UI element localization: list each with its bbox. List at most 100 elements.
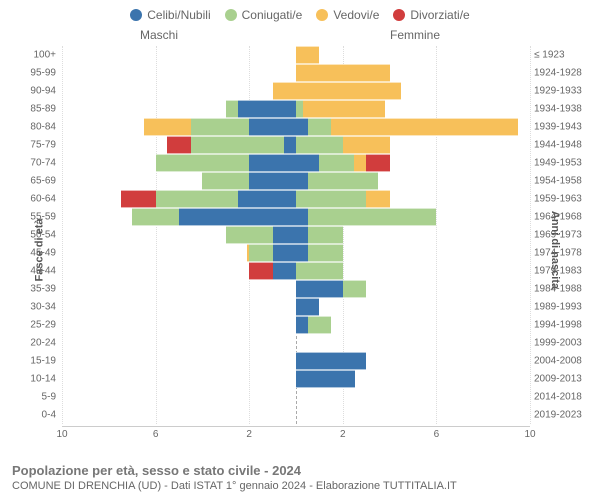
segment-con <box>308 226 343 244</box>
segment-cel <box>296 244 308 262</box>
birth-year-label: 2009-2013 <box>534 374 594 385</box>
age-label: 80-84 <box>14 122 56 133</box>
female-bar <box>296 208 530 226</box>
legend-label: Celibi/Nubili <box>147 8 210 22</box>
chart-title: Popolazione per età, sesso e stato civil… <box>12 463 457 478</box>
male-bar <box>62 82 296 100</box>
birth-year-label: 1924-1928 <box>534 68 594 79</box>
segment-cel <box>296 118 308 136</box>
female-bar <box>296 136 530 154</box>
segment-cel <box>249 154 296 172</box>
segment-ved <box>354 154 366 172</box>
segment-con <box>296 262 343 280</box>
x-axis: 10622610 <box>62 426 530 440</box>
birth-year-label: 1989-1993 <box>534 302 594 313</box>
age-label: 10-14 <box>14 374 56 385</box>
age-label: 20-24 <box>14 338 56 349</box>
female-bar <box>296 46 530 64</box>
male-bar <box>62 406 296 424</box>
segment-cel <box>284 136 296 154</box>
x-tick: 10 <box>56 429 67 440</box>
male-bar <box>62 334 296 352</box>
legend-dot-icon <box>225 9 237 21</box>
segment-cel <box>296 172 308 190</box>
female-bar <box>296 172 530 190</box>
male-bar <box>62 298 296 316</box>
segment-con <box>343 280 366 298</box>
age-row: 80-841939-1943 <box>62 118 530 136</box>
age-label: 15-19 <box>14 356 56 367</box>
female-bar <box>296 370 530 388</box>
segment-con <box>191 118 250 136</box>
age-row: 40-441979-1983 <box>62 262 530 280</box>
chart-subtitle: COMUNE DI DRENCHIA (UD) - Dati ISTAT 1° … <box>12 480 457 492</box>
age-row: 50-541969-1973 <box>62 226 530 244</box>
birth-year-label: 1939-1943 <box>534 122 594 133</box>
birth-year-label: 1954-1958 <box>534 176 594 187</box>
birth-year-label: 2019-2023 <box>534 410 594 421</box>
female-bar <box>296 226 530 244</box>
male-bar <box>62 388 296 406</box>
age-row: 20-241999-2003 <box>62 334 530 352</box>
male-bar <box>62 352 296 370</box>
segment-cel <box>296 370 355 388</box>
age-row: 95-991924-1928 <box>62 64 530 82</box>
female-bar <box>296 352 530 370</box>
legend-label: Vedovi/e <box>333 8 379 22</box>
segment-div <box>121 190 156 208</box>
female-bar <box>296 262 530 280</box>
segment-ved <box>296 82 401 100</box>
age-label: 45-49 <box>14 248 56 259</box>
male-bar <box>62 46 296 64</box>
birth-year-label: 1999-2003 <box>534 338 594 349</box>
segment-cel <box>296 208 308 226</box>
segment-cel <box>296 316 308 334</box>
age-label: 50-54 <box>14 230 56 241</box>
segment-cel <box>238 100 297 118</box>
age-row: 60-641959-1963 <box>62 190 530 208</box>
age-row: 30-341989-1993 <box>62 298 530 316</box>
age-row: 10-142009-2013 <box>62 370 530 388</box>
segment-con <box>319 154 354 172</box>
x-tick: 6 <box>434 429 440 440</box>
segment-cel <box>249 172 296 190</box>
age-row: 75-791944-1948 <box>62 136 530 154</box>
segment-con <box>296 100 303 118</box>
x-tick: 6 <box>153 429 159 440</box>
birth-year-label: 1979-1983 <box>534 266 594 277</box>
plot-area: 100+≤ 192395-991924-192890-941929-193385… <box>62 46 530 424</box>
age-row: 85-891934-1938 <box>62 100 530 118</box>
segment-con <box>156 190 238 208</box>
age-row: 45-491974-1978 <box>62 244 530 262</box>
male-bar <box>62 262 296 280</box>
segment-ved <box>331 118 518 136</box>
age-label: 60-64 <box>14 194 56 205</box>
segment-con <box>226 100 238 118</box>
male-bar <box>62 316 296 334</box>
legend-label: Divorziati/e <box>410 8 469 22</box>
age-row: 35-391984-1988 <box>62 280 530 298</box>
female-bar <box>296 280 530 298</box>
segment-div <box>249 262 272 280</box>
legend-dot-icon <box>130 9 142 21</box>
age-row: 15-192004-2008 <box>62 352 530 370</box>
age-label: 85-89 <box>14 104 56 115</box>
birth-year-label: 1964-1968 <box>534 212 594 223</box>
segment-cel <box>273 244 296 262</box>
segment-cel <box>179 208 296 226</box>
segment-cel <box>273 226 296 244</box>
female-header: Femmine <box>390 28 440 42</box>
age-row: 25-291994-1998 <box>62 316 530 334</box>
male-header: Maschi <box>140 28 178 42</box>
male-bar <box>62 64 296 82</box>
segment-con <box>308 118 331 136</box>
birth-year-label: 1984-1988 <box>534 284 594 295</box>
population-pyramid-chart: Celibi/Nubili Coniugati/e Vedovi/e Divorzia… <box>0 0 600 500</box>
segment-con <box>226 226 273 244</box>
segment-cel <box>296 352 366 370</box>
age-label: 35-39 <box>14 284 56 295</box>
legend-item: Coniugati/e <box>225 8 303 22</box>
x-tick: 10 <box>524 429 535 440</box>
age-row: 5-92014-2018 <box>62 388 530 406</box>
age-row: 70-741949-1953 <box>62 154 530 172</box>
